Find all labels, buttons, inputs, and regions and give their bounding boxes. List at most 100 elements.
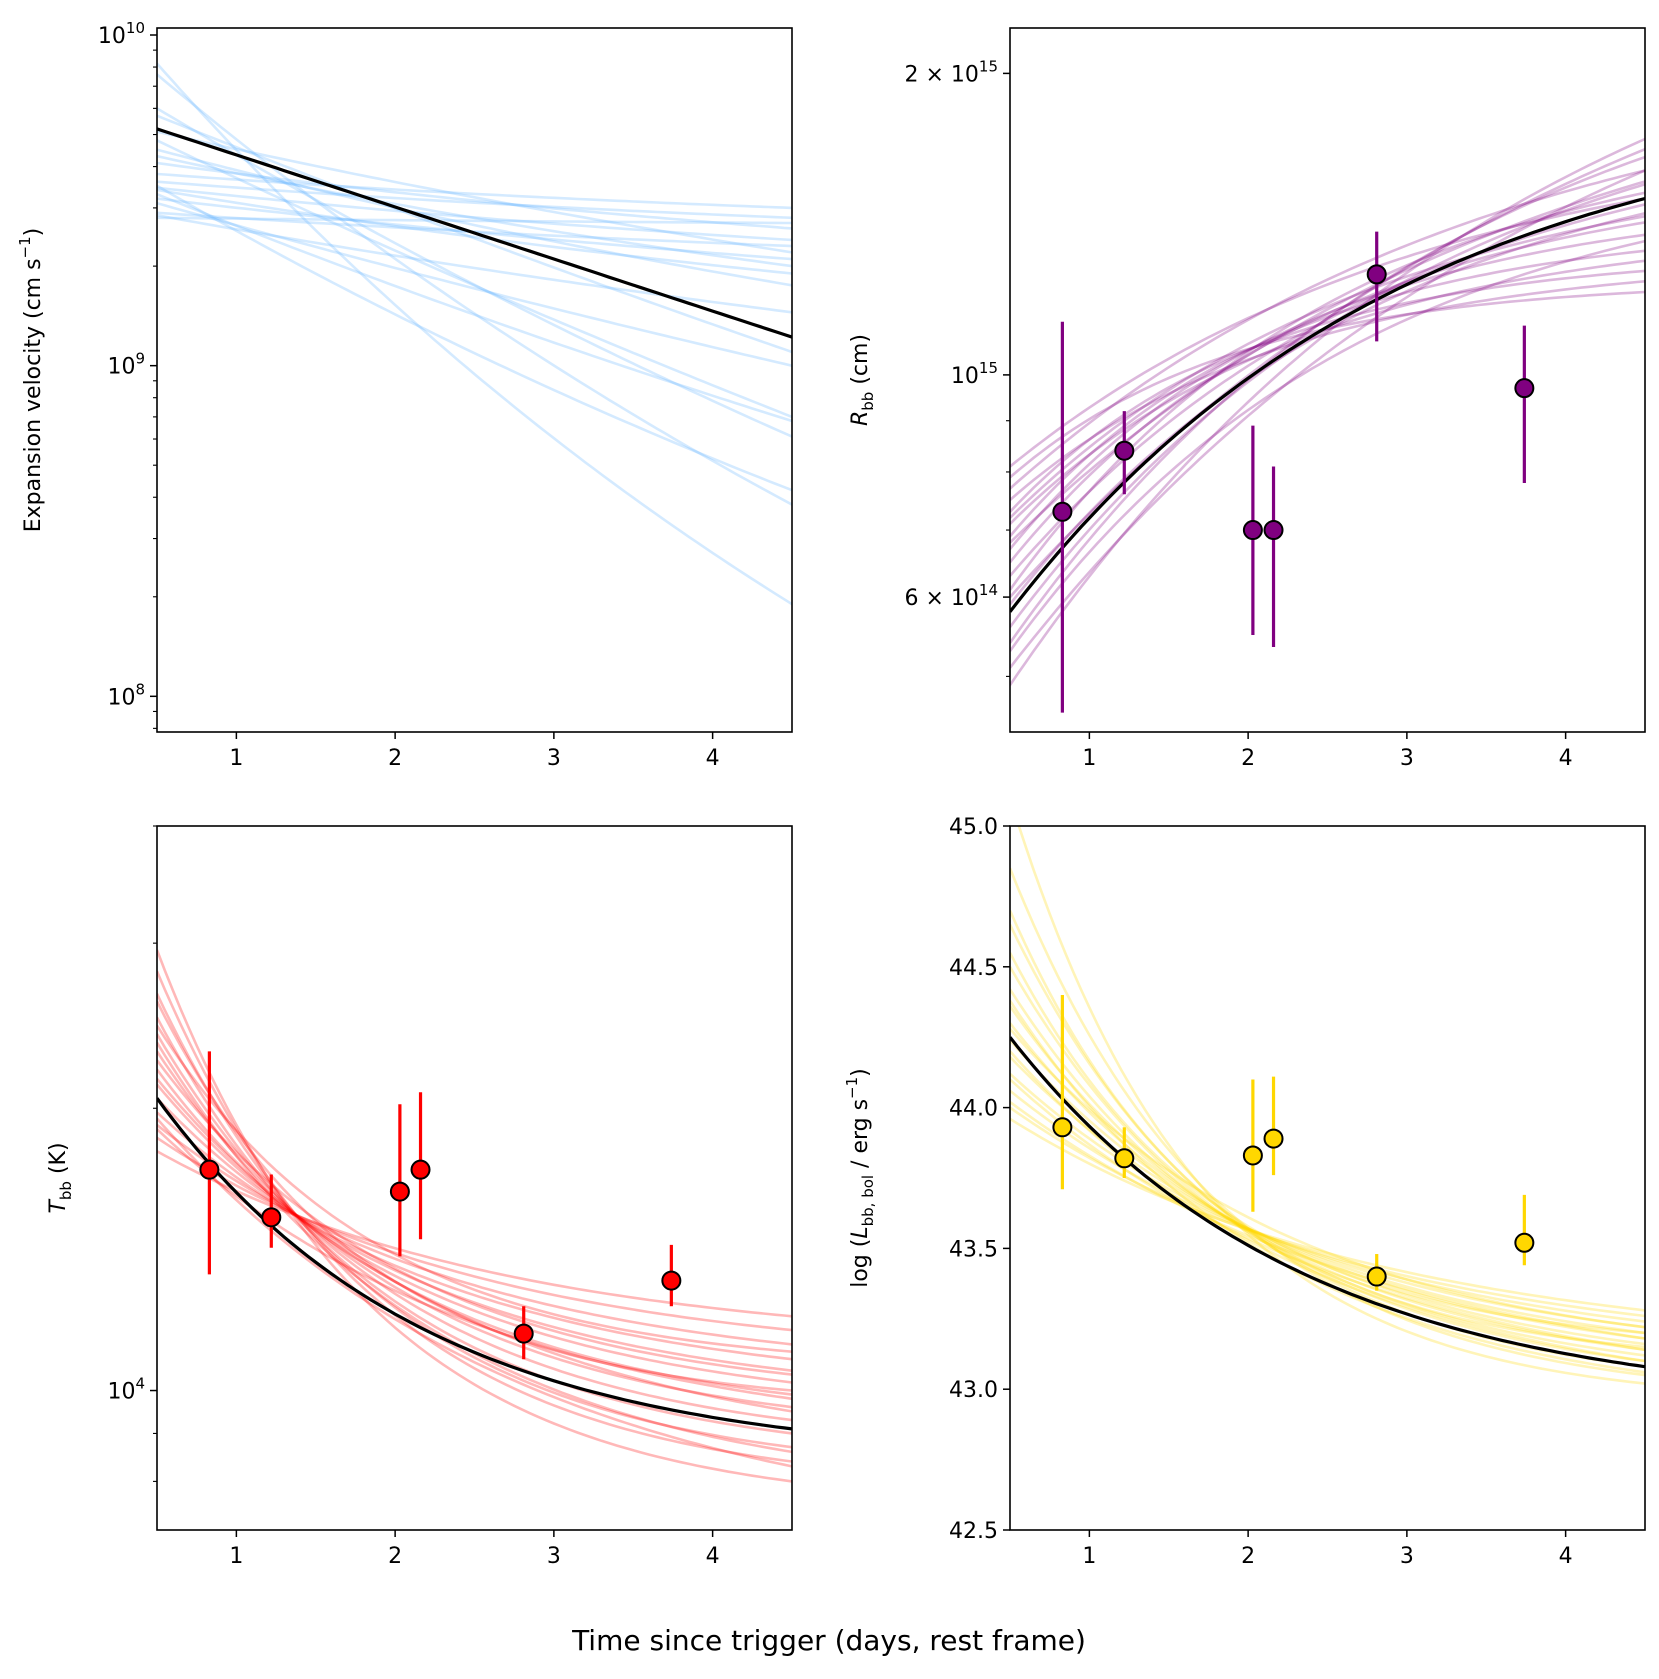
velocity-sample-curve-5	[157, 139, 792, 419]
radius-sample-curve-2	[1010, 155, 1645, 644]
temperature-panel: 1 2 3 4 104 Tbb (K)	[46, 825, 793, 1569]
radius-data-point-5	[1514, 378, 1535, 399]
temperature-data-point-1	[261, 1207, 282, 1228]
temperature-sample-curve-8	[157, 1097, 792, 1372]
radius-x-tick-label-2: 3	[1400, 746, 1414, 771]
radius-sample-curve-10	[1010, 259, 1645, 525]
velocity-plot-area	[157, 62, 792, 606]
luminosity-sample-curve-3	[1010, 966, 1645, 1363]
luminosity-data-point-1	[1114, 1148, 1135, 1169]
temperature-plot-area	[157, 949, 792, 1483]
radius-x-tick-label-3: 4	[1559, 746, 1573, 771]
temperature-axes-frame	[156, 825, 793, 1531]
velocity-sample-curve-0	[157, 62, 792, 606]
luminosity-sample-curve-17	[1010, 999, 1645, 1374]
radius-sample-curve-19	[1010, 215, 1645, 519]
radius-data-point-0	[1052, 501, 1073, 522]
luminosity-x-tick-label-1: 2	[1241, 1544, 1255, 1569]
radius-x-tick-label-0: 1	[1082, 746, 1096, 771]
luminosity-data-point-5	[1514, 1232, 1535, 1253]
radius-data-point-1	[1114, 440, 1135, 461]
luminosity-sample-curve-13	[1010, 952, 1645, 1335]
temperature-sample-curve-2	[157, 993, 792, 1449]
luminosity-data-point-4	[1366, 1266, 1387, 1287]
velocity-axes-frame	[156, 27, 793, 733]
radius-best-fit-curve	[1010, 196, 1645, 613]
radius-sample-curve-17	[1010, 239, 1645, 652]
radius-x-tick-label-1: 2	[1241, 746, 1255, 771]
temperature-sample-curve-12	[157, 1150, 792, 1318]
velocity-panel: 1 2 3 4 108 109 1010 Expansion velocity (cm s−1…	[16, 19, 793, 771]
temperature-sample-curve-19	[157, 1059, 792, 1376]
velocity-sample-curve-10	[157, 180, 792, 220]
radius-data-point-3	[1263, 520, 1284, 541]
luminosity-sample-curve-6	[1010, 1022, 1645, 1346]
velocity-sample-curve-19	[157, 216, 792, 225]
luminosity-sample-curve-5	[1010, 1005, 1645, 1352]
radius-sample-curve-15	[1010, 197, 1645, 468]
radius-sample-curve-13	[1010, 169, 1645, 490]
radius-sample-curve-16	[1010, 148, 1645, 598]
velocity-y-tick-label-1: 109	[107, 350, 145, 380]
radius-y-tick-label-2: 2 × 1015	[904, 57, 998, 87]
radius-sample-curve-5	[1010, 191, 1645, 591]
radius-axes-frame	[1009, 27, 1646, 733]
luminosity-data-point-3	[1263, 1128, 1284, 1149]
velocity-sample-curve-12	[157, 186, 792, 242]
luminosity-x-tick-label-3: 4	[1559, 1544, 1573, 1569]
temperature-sample-curve-16	[157, 1117, 792, 1468]
temperature-sample-curve-3	[157, 1016, 792, 1435]
radius-sample-curve-9	[1010, 249, 1645, 538]
temperature-sample-curve-10	[157, 1123, 792, 1346]
radius-data-point-4	[1366, 264, 1387, 285]
luminosity-y-tick-label-4: 44.5	[949, 956, 998, 981]
velocity-sample-curve-7	[157, 154, 792, 268]
luminosity-sample-curve-16	[1010, 909, 1645, 1349]
velocity-sample-curve-16	[157, 201, 792, 367]
temperature-sample-curve-5	[157, 1050, 792, 1409]
radius-panel: 1 2 3 4 6 × 1014 1015 2 × 1015 Rbb (cm)	[848, 27, 1646, 771]
velocity-y-tick-label-2: 1010	[98, 19, 145, 49]
velocity-x-tick-label-2: 3	[547, 746, 561, 771]
velocity-sample-curve-14	[157, 192, 792, 423]
temperature-sample-curve-1	[157, 970, 792, 1463]
luminosity-axes-frame	[1009, 825, 1646, 1531]
temperature-data-point-0	[199, 1159, 220, 1180]
radius-sample-curve-4	[1010, 212, 1645, 606]
temperature-x-tick-label-0: 1	[229, 1544, 243, 1569]
temperature-sample-curve-13	[157, 1000, 792, 1392]
radius-plot-area	[1010, 137, 1645, 713]
temperature-sample-curve-9	[157, 1111, 792, 1361]
luminosity-sample-curve-7	[1010, 1039, 1645, 1340]
radius-y-tick-label-0: 6 × 1014	[904, 581, 998, 611]
temperature-x-tick-label-2: 3	[547, 1544, 561, 1569]
velocity-x-tick-label-1: 2	[388, 746, 402, 771]
luminosity-sample-curve-9	[1010, 1072, 1645, 1329]
temperature-sample-curve-6	[157, 1068, 792, 1396]
temperature-data-point-3	[410, 1159, 431, 1180]
temperature-sample-curve-0	[157, 949, 792, 1483]
temperature-data-point-2	[389, 1181, 410, 1202]
temperature-y-axis-label: Tbb (K)	[46, 1142, 75, 1213]
radius-sample-curve-1	[1010, 169, 1645, 669]
luminosity-sample-curve-4	[1010, 988, 1645, 1357]
temperature-sample-curve-11	[157, 1136, 792, 1332]
luminosity-y-tick-label-3: 44.0	[949, 1097, 998, 1122]
velocity-x-tick-label-3: 4	[706, 746, 720, 771]
luminosity-y-tick-label-2: 43.5	[949, 1237, 998, 1262]
luminosity-sample-curve-12	[1010, 1117, 1645, 1312]
velocity-sample-curve-8	[157, 161, 792, 230]
velocity-sample-curve-13	[157, 188, 792, 275]
luminosity-sample-curve-0	[1017, 826, 1645, 1385]
temperature-sample-curve-14	[157, 1041, 792, 1454]
temperature-sample-curve-7	[157, 1083, 792, 1384]
luminosity-x-tick-label-0: 1	[1082, 1544, 1096, 1569]
luminosity-sample-curve-19	[1010, 1027, 1645, 1329]
luminosity-panel: 1 2 3 4 42.5 43.0 43.5 44.0 44.5 45.0 log (Lbb, bo…	[843, 815, 1646, 1569]
radius-y-axis-label: Rbb (cm)	[848, 334, 877, 426]
radius-sample-curve-0	[1010, 137, 1645, 686]
temperature-sample-curve-15	[157, 1077, 792, 1413]
velocity-sample-curve-18	[157, 214, 792, 314]
velocity-sample-curve-4	[157, 130, 792, 254]
